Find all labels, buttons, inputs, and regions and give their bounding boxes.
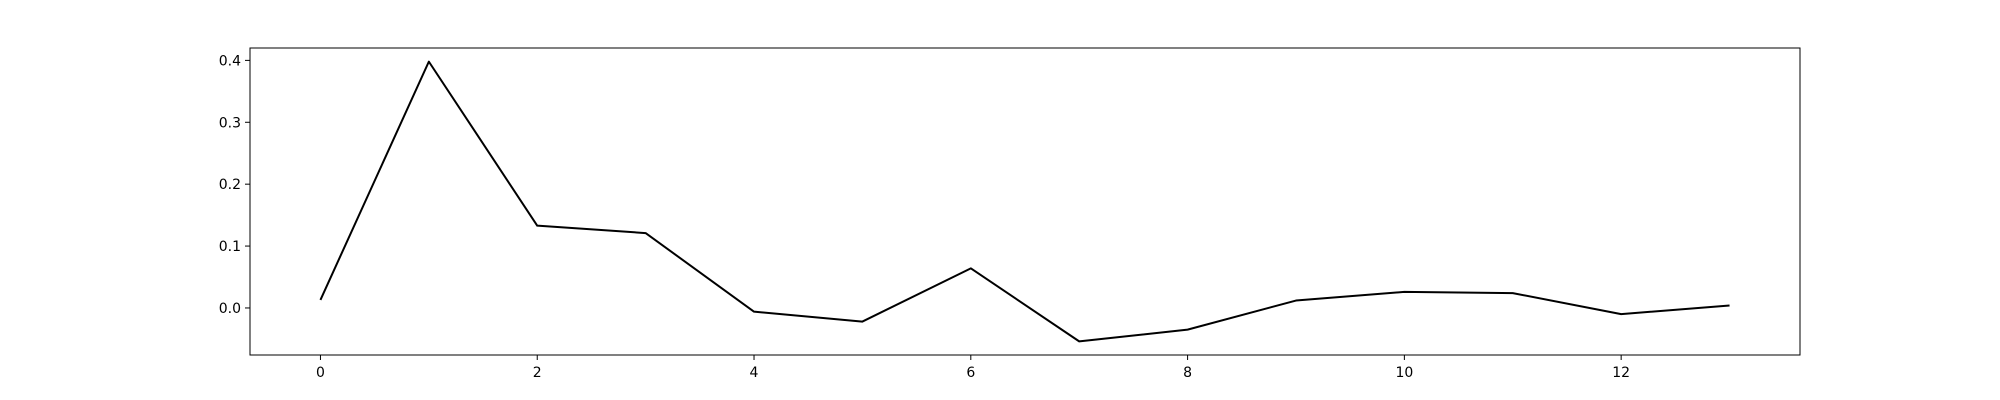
x-tick-label-4: 8 <box>1183 365 1192 381</box>
y-tick-label-0: 0.0 <box>219 301 241 317</box>
x-axis-ticks: 0 2 4 6 8 10 12 <box>316 355 1630 381</box>
axes-frame <box>249 47 1801 356</box>
y-tick-label-3: 0.3 <box>219 115 241 131</box>
plot-area <box>319 60 1730 343</box>
x-tick-label-2: 4 <box>750 365 759 381</box>
x-tick-label-6: 12 <box>1612 365 1630 381</box>
x-tick-label-0: 0 <box>316 365 325 381</box>
x-tick-label-5: 10 <box>1395 365 1413 381</box>
y-tick-label-1: 0.1 <box>219 239 241 255</box>
x-tick-label-1: 2 <box>533 365 542 381</box>
y-tick-label-2: 0.2 <box>219 177 241 193</box>
x-tick-label-3: 6 <box>966 365 975 381</box>
y-tick-label-4: 0.4 <box>219 53 241 69</box>
y-axis-ticks: 0.0 0.1 0.2 0.3 0.4 <box>219 53 250 317</box>
series-line-0 <box>319 60 1730 343</box>
